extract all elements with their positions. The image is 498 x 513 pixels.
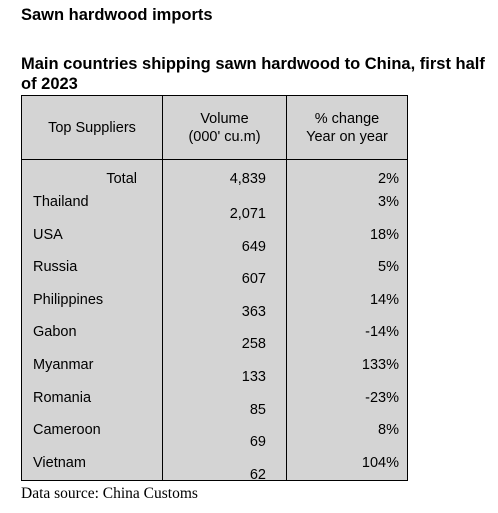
country-change: 104% xyxy=(361,454,399,471)
country-change: 133% xyxy=(361,357,399,373)
country-name: Vietnam xyxy=(33,454,86,471)
country-change: 3% xyxy=(378,194,399,210)
document-heading: Sawn hardwood imports xyxy=(21,6,213,24)
country-change: 8% xyxy=(378,422,399,439)
column-divider-2 xyxy=(286,96,287,480)
header-volume-line1: Volume xyxy=(200,110,249,127)
total-label: Total xyxy=(106,171,137,187)
country-name: Russia xyxy=(33,259,78,276)
table-title: Main countries shipping sawn hardwood to… xyxy=(21,55,485,93)
country-change: -23% xyxy=(365,389,399,406)
header-divider xyxy=(22,159,407,160)
country-volume: 85 xyxy=(249,401,266,418)
country-volume: 2,071 xyxy=(229,206,266,222)
country-change: 14% xyxy=(369,291,399,308)
country-name: Philippines xyxy=(33,291,104,308)
country-volume: 62 xyxy=(249,466,266,483)
country-name: Romania xyxy=(33,389,92,406)
country-name: USA xyxy=(33,226,63,243)
header-volume: Volume (000' cu.m) xyxy=(163,96,286,159)
header-top-suppliers: Top Suppliers xyxy=(48,119,136,136)
column-divider-1 xyxy=(162,96,163,480)
total-change: 2% xyxy=(378,171,399,187)
country-volume: 258 xyxy=(241,336,266,353)
country-name: Thailand xyxy=(33,194,89,210)
supplier-table: Top Suppliers Volume (000' cu.m) % chang… xyxy=(21,95,408,483)
total-volume: 4,839 xyxy=(229,171,266,187)
country-volume: 133 xyxy=(241,369,266,385)
country-name: Gabon xyxy=(33,324,77,341)
country-volume: 69 xyxy=(249,434,266,451)
country-change: 18% xyxy=(369,226,399,243)
header-change-line1: % change xyxy=(314,110,380,127)
country-change: -14% xyxy=(365,324,399,341)
header-volume-line2: (000' cu.m) xyxy=(188,128,261,145)
country-name: Cameroon xyxy=(33,422,101,439)
data-source-note: Data source: China Customs xyxy=(21,485,198,502)
header-change-line2: Year on year xyxy=(306,128,388,145)
country-volume: 607 xyxy=(241,271,266,288)
country-volume: 649 xyxy=(241,238,266,255)
header-change: % change Year on year xyxy=(287,96,407,159)
country-volume: 363 xyxy=(241,303,266,320)
country-change: 5% xyxy=(378,259,399,276)
country-name: Myanmar xyxy=(33,357,94,373)
